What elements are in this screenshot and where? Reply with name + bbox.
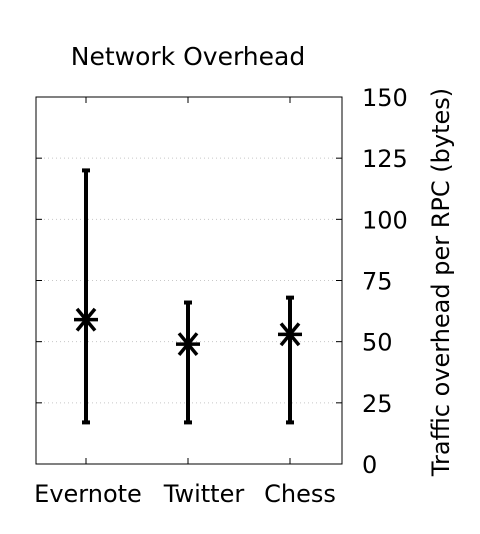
- x-category-label-chess: Chess: [264, 480, 336, 508]
- x-category-label-evernote: Evernote: [34, 480, 142, 508]
- y-tick-label-150: 150: [362, 84, 408, 112]
- y-tick-label-100: 100: [362, 206, 408, 234]
- y-tick-label-75: 75: [362, 268, 393, 296]
- y-tick-label-125: 125: [362, 145, 408, 173]
- y-tick-label-0: 0: [362, 451, 377, 479]
- y-tick-label-50: 50: [362, 329, 393, 357]
- y-tick-labels: 0 25 50 75 100 125 150: [362, 84, 408, 479]
- error-bars: [82, 170, 294, 422]
- x-category-label-twitter: Twitter: [163, 480, 245, 508]
- y-axis-label: Traffic overhead per RPC (bytes): [427, 88, 455, 477]
- x-category-labels: Evernote Twitter Chess: [34, 480, 336, 508]
- chart-title: Network Overhead: [71, 42, 305, 71]
- y-tick-label-25: 25: [362, 390, 393, 418]
